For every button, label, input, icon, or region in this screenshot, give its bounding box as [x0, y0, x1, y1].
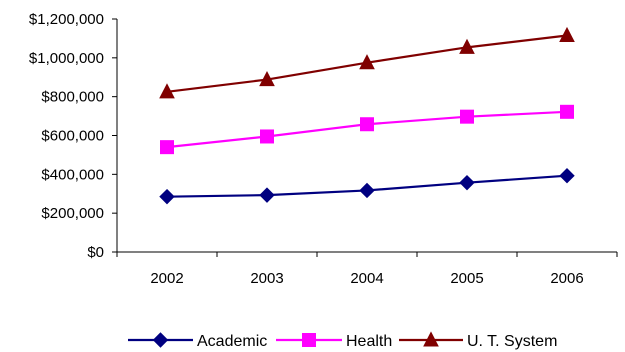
y-tick-label: $600,000: [41, 128, 104, 145]
y-axis-tick-labels: $0 $200,000 $400,000 $600,000 $800,000 $1,000…: [29, 11, 104, 261]
x-tick-label: 2004: [350, 270, 383, 287]
x-tick-label: 2003: [250, 270, 283, 287]
series-layer: [159, 26, 575, 205]
data-point-health: [260, 129, 274, 144]
legend-label: Academic: [197, 333, 267, 350]
data-point-health: [160, 140, 174, 155]
legend-item-academic: Academic: [128, 332, 267, 350]
data-point-u-t-system: [159, 83, 175, 99]
data-point-u-t-system: [259, 70, 275, 87]
series-u-t-system: [159, 26, 575, 99]
y-tick-label: $0: [87, 244, 104, 261]
x-tick-label: 2005: [450, 270, 483, 287]
series-health: [160, 104, 574, 155]
data-point-academic: [459, 174, 475, 191]
data-point-health: [360, 117, 374, 132]
series-academic: [159, 167, 575, 205]
legend: Academic Health U. T. System: [128, 331, 557, 350]
legend-marker-academic: [152, 332, 169, 348]
y-tick-label: $400,000: [41, 166, 104, 183]
legend-marker-u-t-system: [423, 331, 439, 347]
legend-marker-health: [302, 333, 316, 347]
data-point-u-t-system: [559, 26, 575, 43]
y-tick-label: $200,000: [41, 205, 104, 222]
data-point-u-t-system: [359, 54, 375, 70]
x-tick-label: 2006: [550, 270, 583, 287]
data-point-health: [460, 109, 474, 124]
data-point-academic: [259, 187, 275, 203]
legend-item-u-t-system: U. T. System: [399, 331, 557, 350]
y-tick-label: $800,000: [41, 89, 104, 106]
y-tick-label: $1,200,000: [29, 11, 104, 28]
data-point-u-t-system: [459, 38, 475, 54]
x-tick-label: 2002: [150, 270, 183, 287]
chart-axes: [112, 18, 618, 257]
x-axis-tick-labels: 2002 2003 2004 2005 2006: [150, 270, 583, 287]
legend-item-health: Health: [276, 333, 392, 350]
data-point-health: [560, 104, 574, 119]
legend-label: Health: [346, 333, 392, 350]
y-tick-label: $1,000,000: [29, 50, 104, 67]
data-point-academic: [559, 167, 575, 184]
legend-label: U. T. System: [467, 333, 557, 350]
data-point-academic: [159, 188, 175, 205]
data-point-academic: [359, 182, 375, 199]
